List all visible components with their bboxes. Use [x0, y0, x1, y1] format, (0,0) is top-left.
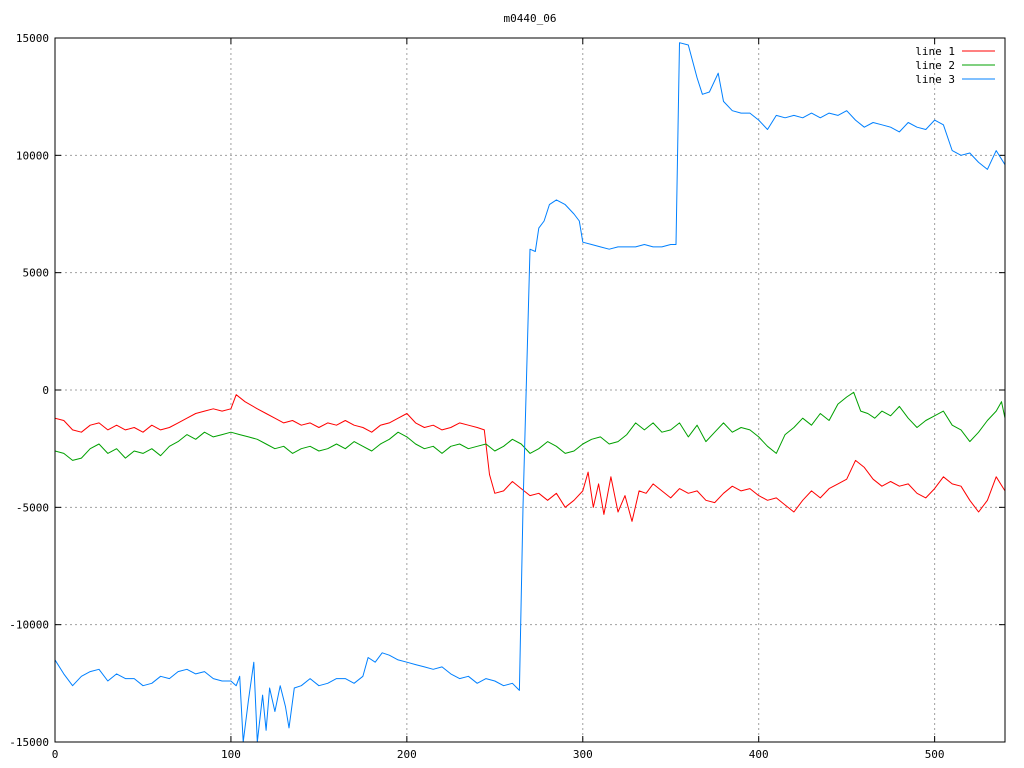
y-tick-label: 5000 — [23, 267, 50, 280]
x-tick-label: 0 — [52, 748, 59, 761]
series-layer — [55, 42, 1005, 742]
legend-label: line 1 — [915, 45, 955, 58]
y-tick-label: 10000 — [16, 149, 49, 162]
y-tick-label: -5000 — [16, 501, 49, 514]
series-line-1 — [55, 394, 1005, 522]
series-line-3 — [55, 42, 1005, 742]
y-tick-label: -15000 — [9, 736, 49, 749]
grid-lines — [55, 38, 1005, 742]
y-tick-label: 15000 — [16, 32, 49, 45]
plot-frame — [54, 37, 1006, 743]
x-tick-label: 500 — [925, 748, 945, 761]
x-tick-label: 300 — [573, 748, 593, 761]
axis-ticks: 0 100 200 300 400 500 -15000 -10000 -5000 0 5000 10… — [9, 32, 1005, 761]
y-tick-label: -10000 — [9, 619, 49, 632]
x-tick-label: 100 — [221, 748, 241, 761]
x-tick-label: 200 — [397, 748, 417, 761]
series-line-2 — [55, 391, 1005, 461]
y-tick-label: 0 — [42, 384, 49, 397]
x-tick-label: 400 — [749, 748, 769, 761]
legend-label: line 2 — [915, 59, 955, 72]
chart-title: m0440_06 — [504, 12, 557, 25]
legend-label: line 3 — [915, 73, 955, 86]
